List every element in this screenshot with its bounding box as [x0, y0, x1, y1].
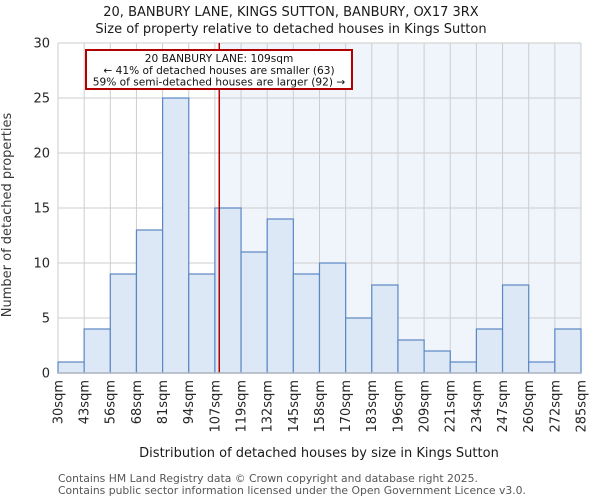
histogram-bar	[240, 251, 268, 374]
histogram-bar	[449, 361, 477, 374]
x-tick-label: 68sqm	[130, 380, 145, 424]
x-tick-label: 183sqm	[365, 380, 380, 433]
histogram-bar	[83, 328, 111, 374]
x-tick-label: 196sqm	[391, 380, 406, 433]
annotation-border	[85, 49, 353, 90]
footer-attribution-1: Contains HM Land Registry data © Crown c…	[58, 472, 478, 485]
histogram-bar	[292, 273, 321, 374]
y-tick-label: 20	[33, 147, 50, 162]
x-tick-label: 209sqm	[418, 380, 433, 433]
histogram-bar	[266, 218, 294, 374]
x-tick-label: 170sqm	[339, 380, 354, 433]
histogram-bar	[475, 328, 504, 374]
x-tick-label: 285sqm	[574, 380, 589, 433]
x-tick-label: 221sqm	[444, 380, 459, 433]
histogram-bar	[135, 229, 164, 374]
y-tick-label: 10	[33, 257, 50, 272]
histogram-bar	[109, 273, 138, 374]
histogram-bar	[397, 339, 425, 374]
x-tick-label: 260sqm	[522, 380, 537, 433]
histogram-bar	[554, 328, 582, 374]
x-tick-label: 234sqm	[470, 380, 485, 433]
x-tick-label: 247sqm	[496, 380, 511, 433]
x-tick-label: 145sqm	[287, 380, 302, 433]
chart-subtitle: Size of property relative to detached ho…	[95, 22, 486, 37]
x-tick-label: 107sqm	[208, 380, 223, 433]
histogram-bar	[57, 361, 85, 374]
y-tick-label: 30	[33, 37, 50, 52]
y-tick-layer: 0 5 10 15 20 25 30	[33, 37, 50, 382]
bars-layer	[57, 97, 582, 374]
annotation-line-3: 59% of semi-detached houses are larger (…	[93, 77, 346, 89]
histogram-bar	[423, 350, 451, 374]
x-tick-label: 30sqm	[51, 380, 66, 424]
annotation-line-1: 20 BANBURY LANE: 109sqm	[145, 53, 294, 65]
x-tick-layer: 30sqm 43sqm 56sqm 68sqm 81sqm 94sqm 107sqm 119s…	[51, 380, 589, 433]
x-tick-label: 43sqm	[78, 380, 93, 424]
x-tick-label: 272sqm	[548, 380, 563, 433]
histogram-bar	[501, 284, 530, 374]
annotation-line-2: ← 41% of detached houses are smaller (63…	[103, 65, 334, 77]
footer-attribution-2: Contains public sector information licen…	[58, 484, 526, 497]
y-tick-label: 25	[33, 92, 50, 107]
x-tick-label: 81sqm	[156, 380, 171, 424]
x-tick-label: 132sqm	[261, 380, 276, 433]
x-tick-label: 56sqm	[104, 380, 119, 424]
histogram-bar	[318, 262, 347, 374]
histogram-bar	[345, 317, 373, 374]
y-tick-label: 5	[42, 312, 50, 327]
y-axis-title: Number of detached properties	[0, 113, 15, 318]
histogram-bar	[371, 284, 399, 374]
x-tick-label: 158sqm	[313, 380, 328, 433]
y-tick-label: 0	[42, 367, 50, 382]
x-tick-label: 94sqm	[182, 380, 197, 424]
x-axis-title: Distribution of detached houses by size …	[139, 446, 499, 461]
x-tick-label: 119sqm	[234, 380, 249, 433]
histogram-bar	[528, 361, 556, 374]
chart-title: 20, BANBURY LANE, KINGS SUTTON, BANBURY,…	[103, 5, 479, 20]
y-tick-label: 15	[33, 202, 50, 217]
histogram-bar	[188, 273, 216, 374]
annotation-box: 20 BANBURY LANE: 109sqm ← 41% of detache…	[85, 49, 353, 90]
histogram-bar	[162, 97, 190, 374]
